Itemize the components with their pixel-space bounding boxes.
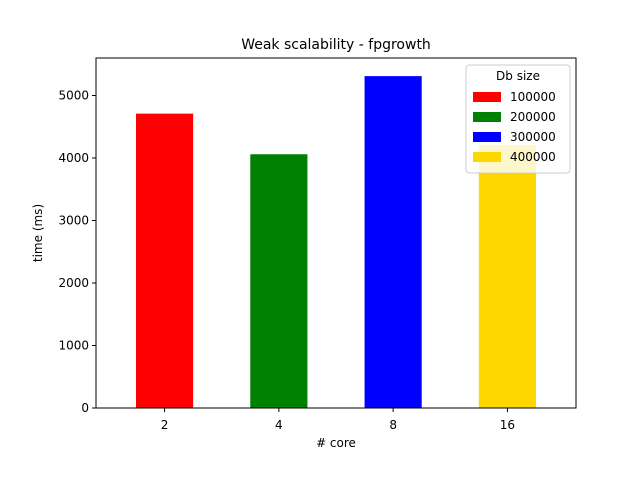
x-axis-ticks: 2 4 8 16 <box>161 408 515 432</box>
legend-swatch-200000 <box>473 112 501 122</box>
x-tick-label: 16 <box>500 418 515 432</box>
chart-title: Weak scalability - fpgrowth <box>241 37 431 53</box>
y-tick-label: 5000 <box>58 89 89 103</box>
legend-swatch-100000 <box>473 92 501 102</box>
legend-title: Db size <box>496 69 540 83</box>
bar-2 <box>136 113 194 409</box>
bars-group <box>136 76 536 409</box>
legend-label-400000: 400000 <box>510 150 556 164</box>
legend-swatch-300000 <box>473 132 501 142</box>
y-tick-label: 3000 <box>58 214 89 228</box>
plot-frame <box>95 57 577 409</box>
y-axis-ticks: 0 1000 2000 3000 4000 5000 <box>58 89 96 415</box>
legend-swatch-400000 <box>473 152 501 162</box>
bar-16 <box>478 144 536 409</box>
y-tick-label: 0 <box>81 401 89 415</box>
legend: Db size 100000 200000 300000 400000 <box>465 64 571 174</box>
y-tick-label: 1000 <box>58 339 89 353</box>
x-axis-label: # core <box>316 436 356 450</box>
legend-label-200000: 200000 <box>510 110 556 124</box>
x-tick-label: 2 <box>161 418 169 432</box>
legend-label-300000: 300000 <box>510 130 556 144</box>
bar-8 <box>364 76 422 409</box>
bar-4 <box>250 154 308 408</box>
x-tick-label: 8 <box>389 418 397 432</box>
y-tick-label: 2000 <box>58 276 89 290</box>
y-tick-label: 4000 <box>58 151 89 165</box>
y-axis-label: time (ms) <box>31 204 45 262</box>
legend-label-100000: 100000 <box>510 90 556 104</box>
x-tick-label: 4 <box>275 418 283 432</box>
legend-items: 100000 200000 300000 400000 <box>473 90 556 164</box>
